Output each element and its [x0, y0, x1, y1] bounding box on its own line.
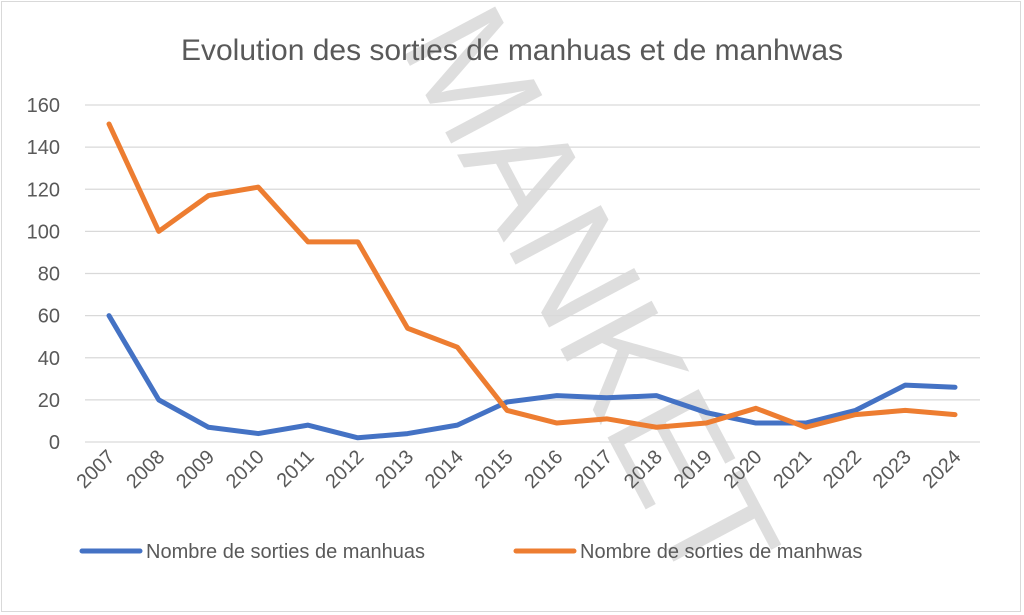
chart-title: Evolution des sorties de manhuas et de m…: [181, 34, 843, 67]
x-tick-label: 2023: [869, 446, 916, 493]
x-tick-label: 2007: [73, 446, 120, 493]
x-tick-label: 2013: [371, 446, 418, 493]
x-tick-label: 2015: [471, 446, 518, 493]
x-tick-label: 2012: [321, 446, 368, 493]
legend-label: Nombre de sorties de manhuas: [146, 541, 425, 563]
y-tick-label: 100: [27, 221, 60, 243]
x-tick-label: 2022: [819, 446, 866, 493]
x-tick-label: 2011: [273, 446, 319, 492]
y-tick-label: 0: [49, 432, 60, 454]
y-tick-label: 120: [27, 179, 60, 201]
series-line-manhuas: [106, 313, 958, 441]
series-line-manhwas: [106, 121, 958, 430]
y-tick-label: 20: [38, 390, 60, 412]
y-tick-label: 40: [38, 348, 60, 370]
y-tick-label: 80: [38, 264, 60, 286]
legend-label: Nombre de sorties de manhwas: [580, 541, 862, 563]
x-tick-label: 2014: [421, 446, 468, 493]
x-tick-label: 2009: [172, 446, 219, 493]
watermark: MANKET: [370, 0, 812, 611]
x-tick-label: 2008: [122, 446, 169, 493]
y-tick-label: 140: [27, 137, 60, 159]
x-tick-label: 2024: [919, 446, 966, 493]
y-tick-label: 60: [38, 306, 60, 328]
x-tick-label: 2010: [222, 446, 269, 493]
y-tick-label: 160: [27, 95, 60, 117]
x-tick-label: 2016: [520, 446, 567, 493]
